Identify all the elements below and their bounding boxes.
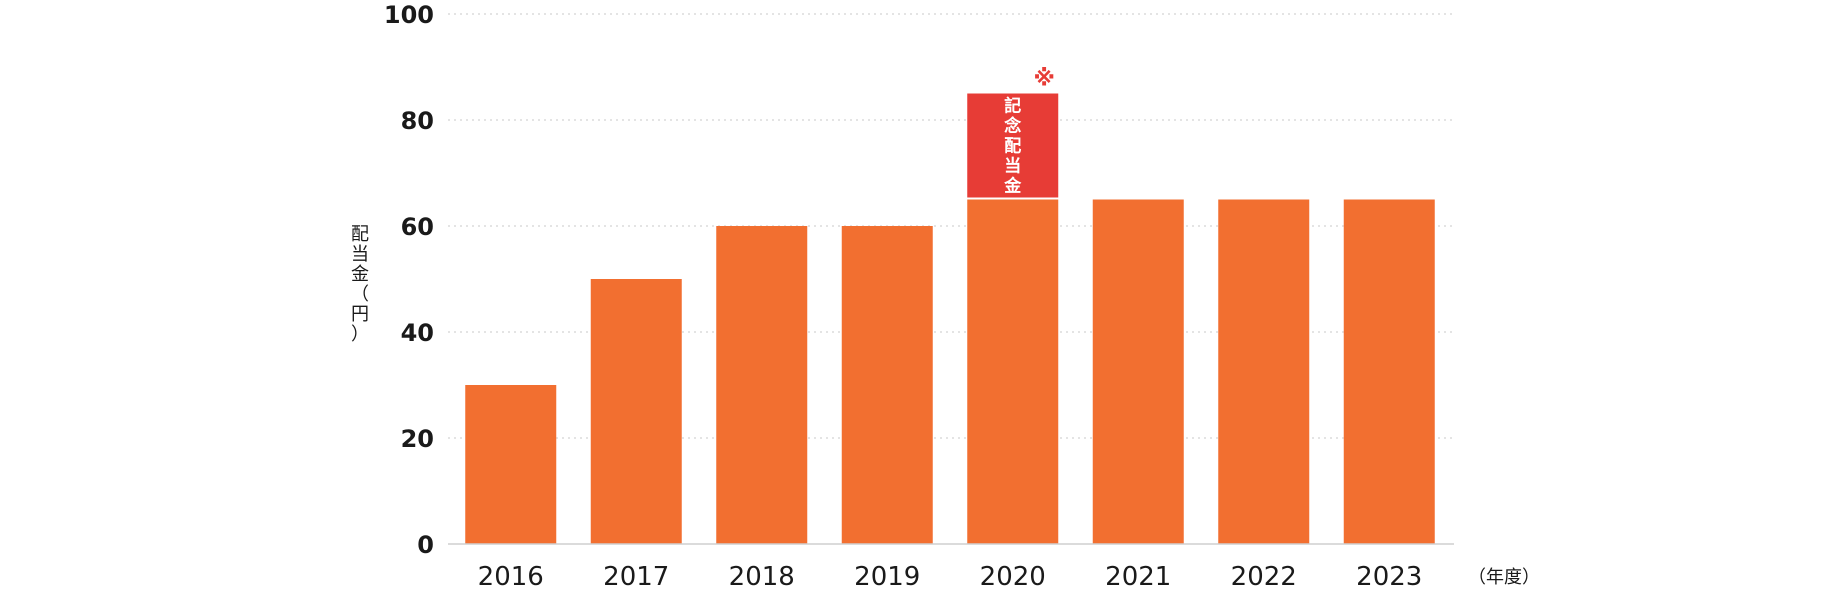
y-tick-label: 40 [401,319,434,347]
x-tick-label: 2023 [1356,562,1422,592]
x-tick-label: 2019 [854,562,920,592]
y-tick-label: 20 [401,425,434,453]
x-axis-label: （年度） [1468,567,1540,588]
y-tick-label: 80 [401,107,434,135]
bar-2018 [716,226,808,544]
x-tick-label: 2020 [980,562,1046,592]
bars: 記念配当金 ※ [465,67,1435,544]
x-tick-label: 2016 [478,562,544,592]
x-tick-labels: 2016 2017 2018 2019 2020 2021 2022 2023 [478,562,1423,592]
bar-2016 [465,385,557,544]
bar-2021 [1092,199,1184,544]
y-axis-label: 配当金（円） [351,224,369,345]
x-tick-label: 2021 [1105,562,1171,592]
bar-2019 [841,226,933,544]
y-tick-label: 100 [384,1,434,29]
special-dividend-label: 記念配当金 [1003,96,1022,197]
bar-special-2020 [967,93,1059,198]
bar-2017 [590,279,682,544]
y-tick-label: 0 [417,531,434,559]
y-tick-labels: 0 20 40 60 80 100 [384,1,434,559]
bar-2020 [967,199,1059,544]
y-axis-label-text: 配当金（円） [351,224,369,345]
bar-2022 [1218,199,1310,544]
note-mark: ※ [1034,67,1055,92]
y-tick-label: 60 [401,213,434,241]
bar-2023 [1343,199,1435,544]
x-tick-label: 2022 [1231,562,1297,592]
x-tick-label: 2018 [729,562,795,592]
x-tick-label: 2017 [603,562,669,592]
